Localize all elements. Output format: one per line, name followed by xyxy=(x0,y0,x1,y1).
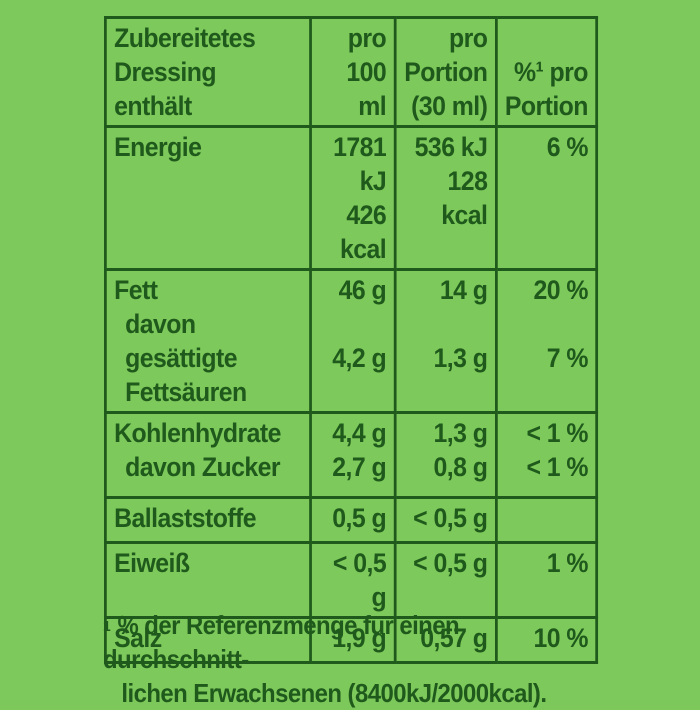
label-line: Ballaststoffe xyxy=(114,503,257,533)
value-line xyxy=(320,307,387,341)
table-row: Fett davon gesättigte Fettsäuren 46 g 4,… xyxy=(103,268,599,414)
header-nutrient: Zubereitetes Dressing enthält xyxy=(103,16,313,128)
value-line: < 0,5 g xyxy=(332,548,387,612)
value-per-100ml: 4,4 g 2,7 g xyxy=(309,411,397,499)
table-row: Energie 1781 kJ 426 kcal 536 kJ 128 kcal… xyxy=(103,125,599,271)
label-line: davon gesättigte xyxy=(125,309,237,373)
header-line: Portion xyxy=(404,57,488,87)
header-line: pro xyxy=(347,23,387,53)
value-line: 14 g xyxy=(439,275,488,305)
value-line xyxy=(404,307,488,341)
value-line: 10 % xyxy=(533,623,588,653)
value-line: 426 kcal xyxy=(339,200,387,264)
header-per-100ml: pro 100 ml xyxy=(309,16,397,128)
value-line: 128 kcal xyxy=(441,166,488,230)
footnote-line: lichen Erwachsenen (8400kJ/2000kcal). xyxy=(121,678,547,708)
value-line: < 1 % xyxy=(526,452,588,482)
value-line: 46 g xyxy=(338,275,387,305)
label-line: Eiweiß xyxy=(114,548,190,578)
value-per-100ml: < 0,5 g xyxy=(309,541,397,619)
value-line: 0,5 g xyxy=(332,503,387,533)
footnote: 1% der Referenzmenge für einen durchschn… xyxy=(103,608,581,710)
table-header-row: Zubereitetes Dressing enthält pro 100 ml… xyxy=(103,16,599,128)
label-line: Fettsäuren xyxy=(125,377,247,407)
header-line: Dressing xyxy=(114,57,217,87)
label-line: Fett xyxy=(114,275,158,305)
value-per-portion: < 0,5 g xyxy=(393,541,498,619)
value-line: 536 kJ xyxy=(414,132,488,162)
value-line xyxy=(505,307,588,341)
value-line: < 1 % xyxy=(526,418,588,448)
table-row: Salz 1,9 g 0,57 g 10 % xyxy=(103,616,599,664)
row-label: Kohlenhydrate davon Zucker xyxy=(103,411,313,499)
value-per-portion: 536 kJ 128 kcal xyxy=(393,125,498,271)
value-per-100ml: 46 g 4,2 g xyxy=(309,268,397,414)
value-line: 2,7 g xyxy=(332,452,387,482)
row-label: Eiweiß xyxy=(103,541,313,619)
value-line: 20 % xyxy=(533,275,588,305)
value-line: 1781 kJ xyxy=(333,132,387,196)
value-line: 4,2 g xyxy=(332,343,387,373)
table-row: Ballaststoffe 0,5 g < 0,5 g xyxy=(103,496,599,544)
row-label: Energie xyxy=(103,125,313,271)
row-label: Fett davon gesättigte Fettsäuren xyxy=(103,268,313,414)
label-line: Energie xyxy=(114,132,202,162)
value-percent: 20 % 7 % xyxy=(494,268,599,414)
table-row: Kohlenhydrate davon Zucker 4,4 g 2,7 g 1… xyxy=(103,411,599,499)
value-line: < 0,5 g xyxy=(413,503,488,533)
value-line: 1,3 g xyxy=(433,343,488,373)
value-line: 1,9 g xyxy=(332,623,387,653)
value-percent: 1 % xyxy=(494,541,599,619)
label-line: Salz xyxy=(114,623,162,653)
value-per-100ml: 1781 kJ 426 kcal xyxy=(309,125,397,271)
row-label: Salz xyxy=(103,616,313,664)
table-row: Eiweiß < 0,5 g < 0,5 g 1 % xyxy=(103,541,599,619)
value-per-100ml: 0,5 g xyxy=(309,496,397,544)
header-percent-portion: %¹ pro Portion xyxy=(494,16,599,128)
label-line: davon Zucker xyxy=(125,452,281,482)
header-line: (30 ml) xyxy=(411,91,488,121)
value-line: 7 % xyxy=(546,343,589,373)
header-per-portion: pro Portion (30 ml) xyxy=(393,16,498,128)
value-percent: 6 % xyxy=(494,125,599,271)
row-label: Ballaststoffe xyxy=(103,496,313,544)
value-percent xyxy=(494,496,599,544)
value-per-100ml: 1,9 g xyxy=(309,616,397,664)
value-per-portion: 14 g 1,3 g xyxy=(393,268,498,414)
header-line: Zubereitetes xyxy=(114,23,256,53)
value-percent: < 1 % < 1 % xyxy=(494,411,599,499)
footnote-marker: 1 xyxy=(103,618,111,635)
value-line: 4,4 g xyxy=(332,418,387,448)
value-per-portion: 0,57 g xyxy=(393,616,498,664)
value-line: 1 % xyxy=(546,548,589,578)
value-line: 1,3 g xyxy=(433,418,488,448)
header-line: pro xyxy=(448,23,488,53)
header-line: Portion xyxy=(504,91,589,121)
value-per-portion: 1,3 g 0,8 g xyxy=(393,411,498,499)
value-line: 0,8 g xyxy=(433,452,488,482)
header-line: %¹ pro xyxy=(513,57,589,87)
value-line: < 0,5 g xyxy=(413,548,488,578)
header-line: enthält xyxy=(114,91,192,121)
footnote-line: % der Referenzmenge für einen durchschni… xyxy=(103,610,460,674)
nutrition-table: Zubereitetes Dressing enthält pro 100 ml… xyxy=(103,16,599,664)
label-line: Kohlenhydrate xyxy=(114,418,281,448)
value-percent: 10 % xyxy=(494,616,599,664)
header-line: 100 ml xyxy=(346,57,387,121)
value-line: 6 % xyxy=(546,132,589,162)
value-per-portion: < 0,5 g xyxy=(393,496,498,544)
value-line: 0,57 g xyxy=(420,623,488,653)
